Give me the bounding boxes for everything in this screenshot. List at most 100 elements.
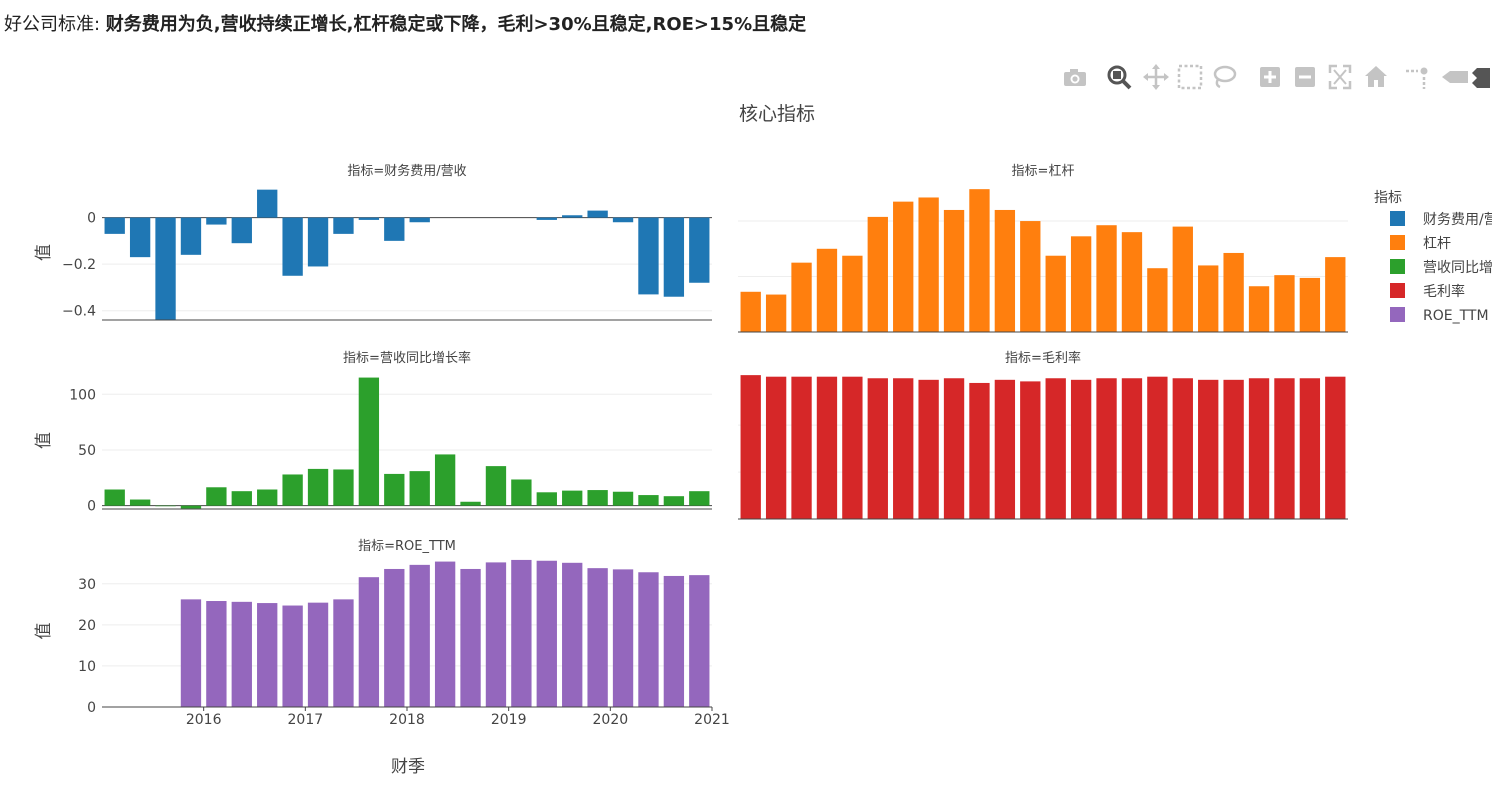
bar-roe-19[interactable] bbox=[587, 568, 608, 707]
bar-gm-2[interactable] bbox=[791, 376, 812, 519]
bar-rev-0[interactable] bbox=[104, 489, 125, 506]
bar-gm-22[interactable] bbox=[1299, 378, 1321, 519]
bar-gm-20[interactable] bbox=[1248, 378, 1270, 519]
bar-roe-18[interactable] bbox=[562, 562, 583, 707]
bar-fee-23[interactable] bbox=[689, 217, 710, 283]
bar-fee-4[interactable] bbox=[206, 217, 227, 225]
bar-rev-21[interactable] bbox=[638, 495, 659, 506]
bar-lev-2[interactable] bbox=[791, 262, 812, 332]
bar-rev-23[interactable] bbox=[689, 491, 710, 506]
bar-gm-9[interactable] bbox=[969, 382, 990, 519]
bar-roe-4[interactable] bbox=[206, 601, 227, 707]
bar-lev-8[interactable] bbox=[943, 209, 965, 332]
bar-gm-16[interactable] bbox=[1147, 376, 1168, 519]
bar-rev-9[interactable] bbox=[333, 469, 354, 506]
legend-item[interactable]: 毛利率 bbox=[1390, 283, 1465, 300]
bar-gm-13[interactable] bbox=[1070, 379, 1092, 519]
legend-item[interactable]: ROE_TTM bbox=[1390, 307, 1489, 324]
bar-rev-19[interactable] bbox=[587, 490, 608, 506]
bar-lev-6[interactable] bbox=[893, 201, 914, 332]
bar-roe-6[interactable] bbox=[257, 603, 278, 707]
bar-roe-8[interactable] bbox=[307, 602, 329, 707]
bar-gm-7[interactable] bbox=[918, 379, 939, 519]
bar-lev-14[interactable] bbox=[1096, 225, 1117, 332]
bar-lev-11[interactable] bbox=[1020, 221, 1041, 332]
bar-rev-4[interactable] bbox=[206, 487, 227, 506]
bar-lev-19[interactable] bbox=[1223, 252, 1244, 332]
bar-roe-11[interactable] bbox=[384, 568, 405, 707]
bar-rev-22[interactable] bbox=[663, 496, 685, 506]
bar-lev-12[interactable] bbox=[1045, 255, 1066, 332]
bar-gm-5[interactable] bbox=[867, 378, 888, 519]
bar-rev-3[interactable] bbox=[180, 505, 202, 509]
bar-gm-15[interactable] bbox=[1121, 378, 1143, 519]
bar-lev-7[interactable] bbox=[918, 197, 939, 332]
bar-rev-5[interactable] bbox=[231, 491, 252, 506]
bar-rev-6[interactable] bbox=[257, 489, 278, 506]
autoscale-icon[interactable] bbox=[1326, 62, 1354, 92]
zoom-in-icon[interactable] bbox=[1256, 62, 1284, 92]
bar-gm-8[interactable] bbox=[943, 378, 965, 519]
bar-lev-20[interactable] bbox=[1248, 286, 1270, 332]
bar-fee-9[interactable] bbox=[333, 217, 354, 234]
bar-rev-16[interactable] bbox=[511, 479, 532, 506]
bar-rev-20[interactable] bbox=[612, 491, 634, 506]
bar-roe-12[interactable] bbox=[409, 564, 430, 707]
bar-fee-6[interactable] bbox=[257, 189, 278, 218]
bar-roe-20[interactable] bbox=[612, 569, 634, 707]
bar-gm-21[interactable] bbox=[1274, 378, 1295, 519]
bar-gm-17[interactable] bbox=[1172, 378, 1193, 519]
bar-fee-22[interactable] bbox=[663, 217, 685, 297]
lasso-icon[interactable] bbox=[1210, 62, 1238, 92]
bar-rev-13[interactable] bbox=[434, 454, 456, 506]
bar-lev-1[interactable] bbox=[765, 294, 787, 332]
bar-lev-0[interactable] bbox=[740, 291, 761, 332]
bar-lev-15[interactable] bbox=[1121, 232, 1143, 332]
camera-icon[interactable] bbox=[1060, 62, 1088, 92]
bar-rev-1[interactable] bbox=[129, 499, 151, 506]
bar-gm-1[interactable] bbox=[765, 376, 787, 519]
bar-fee-19[interactable] bbox=[587, 210, 608, 218]
bar-fee-3[interactable] bbox=[180, 217, 202, 255]
bar-roe-9[interactable] bbox=[333, 599, 354, 707]
bar-fee-0[interactable] bbox=[104, 217, 125, 234]
bar-lev-3[interactable] bbox=[816, 248, 838, 332]
pan-icon[interactable] bbox=[1142, 62, 1170, 92]
reset-axes-icon[interactable] bbox=[1362, 62, 1390, 92]
bar-fee-2[interactable] bbox=[155, 217, 176, 320]
bar-gm-11[interactable] bbox=[1020, 381, 1041, 519]
bar-roe-10[interactable] bbox=[358, 577, 380, 707]
bar-gm-10[interactable] bbox=[994, 379, 1016, 519]
bar-gm-3[interactable] bbox=[816, 376, 838, 519]
bar-rev-12[interactable] bbox=[409, 471, 430, 506]
bar-rev-8[interactable] bbox=[307, 468, 329, 506]
bar-rev-15[interactable] bbox=[485, 466, 507, 506]
bar-roe-15[interactable] bbox=[485, 562, 507, 707]
bar-gm-6[interactable] bbox=[893, 378, 914, 519]
bar-lev-21[interactable] bbox=[1274, 275, 1295, 332]
bar-rev-14[interactable] bbox=[460, 501, 481, 506]
bar-gm-19[interactable] bbox=[1223, 379, 1244, 519]
bar-gm-12[interactable] bbox=[1045, 378, 1066, 519]
bar-gm-4[interactable] bbox=[842, 376, 863, 519]
bar-roe-17[interactable] bbox=[536, 560, 557, 707]
bar-fee-12[interactable] bbox=[409, 217, 430, 223]
bar-rev-2[interactable] bbox=[155, 505, 176, 507]
hover-compare-icon[interactable] bbox=[1470, 62, 1492, 92]
bar-lev-13[interactable] bbox=[1070, 236, 1092, 332]
bar-rev-10[interactable] bbox=[358, 377, 380, 506]
bar-fee-17[interactable] bbox=[536, 217, 557, 220]
bar-lev-22[interactable] bbox=[1299, 277, 1321, 332]
bar-rev-11[interactable] bbox=[384, 473, 405, 506]
bar-fee-5[interactable] bbox=[231, 217, 252, 244]
bar-rev-18[interactable] bbox=[562, 490, 583, 506]
legend-item[interactable]: 杠杆 bbox=[1390, 235, 1451, 252]
bar-lev-4[interactable] bbox=[842, 255, 863, 332]
bar-fee-20[interactable] bbox=[612, 217, 634, 223]
bar-roe-23[interactable] bbox=[689, 575, 710, 707]
bar-roe-13[interactable] bbox=[434, 561, 456, 707]
bar-gm-18[interactable] bbox=[1198, 379, 1219, 519]
bar-lev-17[interactable] bbox=[1172, 226, 1193, 332]
bar-lev-9[interactable] bbox=[969, 189, 990, 332]
bar-roe-3[interactable] bbox=[180, 599, 202, 707]
